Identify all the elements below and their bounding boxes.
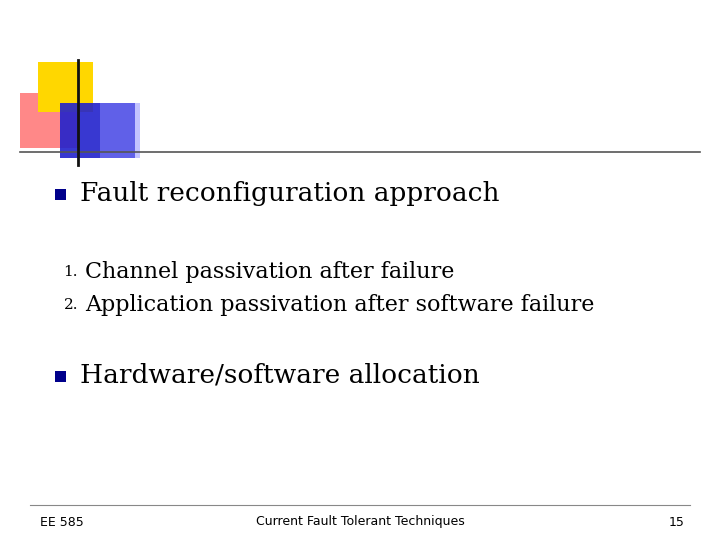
- Text: Channel passivation after failure: Channel passivation after failure: [85, 261, 454, 283]
- Bar: [20, 93, 80, 148]
- Text: Hardware/software allocation: Hardware/software allocation: [80, 362, 480, 388]
- Text: Current Fault Tolerant Techniques: Current Fault Tolerant Techniques: [256, 516, 464, 529]
- Bar: [100, 103, 140, 158]
- Text: Application passivation after software failure: Application passivation after software f…: [85, 294, 595, 316]
- Bar: [38, 62, 93, 112]
- Text: 1.: 1.: [63, 265, 78, 279]
- Bar: [60, 103, 135, 158]
- Text: Fault reconfiguration approach: Fault reconfiguration approach: [80, 180, 500, 206]
- Bar: [55, 371, 66, 382]
- Bar: [55, 189, 66, 200]
- Text: 15: 15: [669, 516, 685, 529]
- Text: EE 585: EE 585: [40, 516, 84, 529]
- Text: 2.: 2.: [63, 298, 78, 312]
